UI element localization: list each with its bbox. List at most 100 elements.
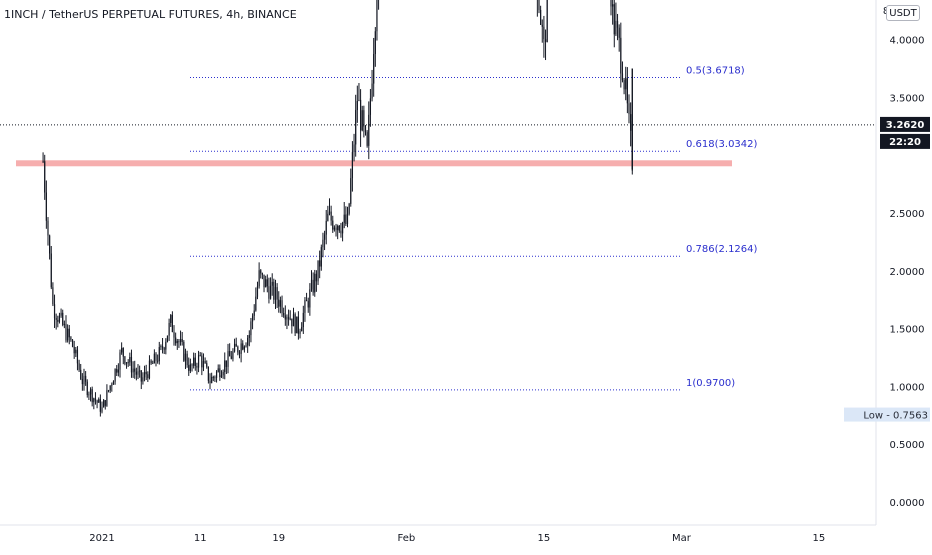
candle-body <box>340 230 342 234</box>
candle-body <box>376 0 378 32</box>
candle-body <box>121 347 123 353</box>
candle-body <box>307 301 309 308</box>
countdown-label: 22:20 <box>889 137 921 148</box>
candle-body <box>371 83 373 99</box>
candle-body <box>191 364 193 366</box>
candle-body <box>314 273 316 293</box>
chart-title: 1INCH / TetherUS PERPETUAL FUTURES, 4h, … <box>4 8 297 21</box>
candle-body <box>165 341 167 350</box>
candle-body <box>332 220 334 230</box>
candle-body <box>227 351 229 367</box>
candle-body <box>630 114 632 131</box>
candle-body <box>374 31 376 55</box>
candle-body <box>248 335 250 338</box>
fibonacci-retracement: 0(6.3736)0.5(3.6718)0.618(3.0342)0.786(2… <box>0 66 876 391</box>
candle-body <box>130 357 133 373</box>
candle-body <box>85 375 87 382</box>
candle-body <box>274 287 277 300</box>
candle-body <box>265 279 267 288</box>
candle-body <box>345 214 347 225</box>
candle-body <box>268 286 270 299</box>
candle-body <box>299 331 301 334</box>
candle-body <box>346 213 349 225</box>
candle-body <box>99 399 101 412</box>
candle-body <box>348 203 350 214</box>
candle-body <box>355 110 357 145</box>
candle-body <box>139 370 141 372</box>
candle-body <box>294 314 296 334</box>
candle-body <box>117 369 119 373</box>
candle-body <box>364 126 367 133</box>
candle-body <box>199 355 201 357</box>
candle-body <box>212 376 214 378</box>
candle-body <box>145 371 147 375</box>
candle-body <box>114 368 116 382</box>
candle-body <box>188 365 190 371</box>
candle-body <box>189 364 191 371</box>
candle-body <box>337 225 339 231</box>
candle-body <box>304 300 306 313</box>
candle-body <box>71 339 74 347</box>
price-axis[interactable]: 0.0000 0.5000 1.0000 1.5000 2.0000 2.5000 3.50… <box>883 0 925 509</box>
candle-body <box>116 368 118 373</box>
y-tick-label: 1.5000 <box>890 325 925 336</box>
candle-body <box>312 279 314 293</box>
candle-body <box>161 345 164 349</box>
last-price-label: 3.2620 <box>886 120 925 131</box>
candle-body <box>251 315 254 322</box>
candle-body <box>148 360 151 379</box>
candle-body <box>93 398 95 403</box>
candle-body <box>302 312 304 328</box>
y-tick-label: 0.0000 <box>890 498 925 509</box>
candle-body <box>81 379 83 385</box>
candle-body <box>266 279 268 287</box>
candle-body <box>86 381 88 395</box>
candle-body <box>166 335 169 342</box>
candle-body <box>52 287 54 305</box>
candle-body <box>42 160 44 162</box>
candle-body <box>373 54 375 84</box>
candle-body <box>540 9 542 25</box>
candle-body <box>245 345 247 347</box>
candle-body <box>350 178 352 204</box>
candle-body <box>287 316 290 320</box>
candle-body <box>132 368 134 373</box>
candle-body <box>623 80 625 90</box>
candle-body <box>119 352 121 370</box>
countdown-badge <box>880 133 930 149</box>
candle-body <box>297 316 299 334</box>
candle-body <box>330 211 332 221</box>
candle-body <box>107 390 110 392</box>
candle-body <box>610 0 612 7</box>
fib-level-label: 0.618(3.0342) <box>686 139 758 150</box>
candle-body <box>351 152 354 179</box>
candle-body <box>49 235 51 254</box>
candle-body <box>127 362 129 364</box>
candle-body <box>143 371 146 378</box>
candle-body <box>543 26 545 40</box>
candle-body <box>122 347 124 357</box>
candle-body <box>201 355 203 368</box>
y-tick-label: 4.0000 <box>890 36 925 47</box>
candle-body <box>153 353 155 364</box>
x-tick-label: Mar <box>672 533 692 544</box>
candle-body <box>242 343 244 350</box>
candle-body <box>80 369 82 380</box>
candle-body <box>271 281 273 286</box>
candle-body <box>358 99 360 102</box>
candle-body <box>327 213 329 221</box>
low-marker-bg <box>844 407 930 422</box>
candle-body <box>103 400 105 408</box>
currency-unit-button[interactable]: USDT <box>886 5 920 21</box>
candle-body <box>183 341 185 361</box>
time-axis[interactable]: 2021 11 19 Feb 15 Mar 15 <box>89 533 825 544</box>
candle-body <box>224 360 226 373</box>
candle-body <box>70 337 72 340</box>
candle-body <box>89 389 92 395</box>
candle-body <box>186 353 188 366</box>
candle-body <box>237 346 239 353</box>
candle-body <box>322 239 324 248</box>
candle-body <box>546 0 548 43</box>
